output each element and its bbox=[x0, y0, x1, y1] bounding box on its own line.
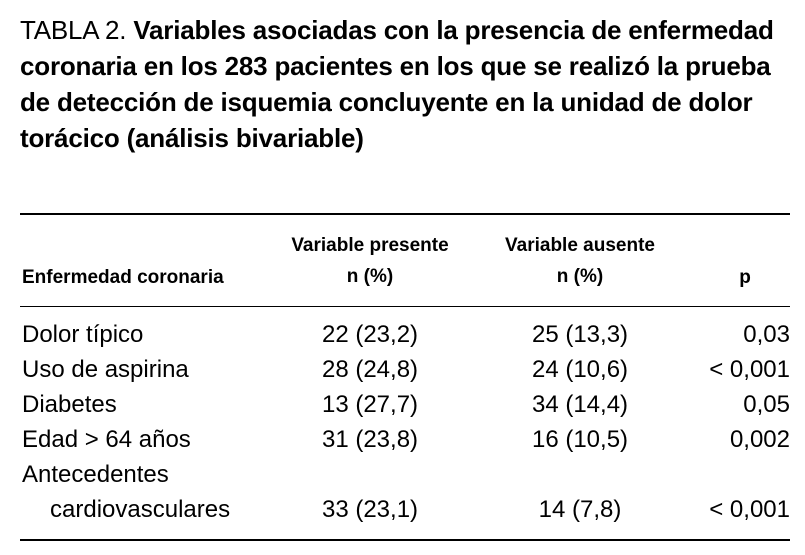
row-label: Diabetes bbox=[22, 391, 117, 418]
header-variable-ausente-line1: Variable ausente bbox=[505, 235, 655, 256]
table-row: Diabetes 13 (27,7) 34 (14,4) 0,05 bbox=[20, 387, 790, 422]
row-p-value: < 0,001 bbox=[709, 356, 790, 383]
row-label: Antecedentes bbox=[22, 461, 169, 488]
header-rule bbox=[20, 306, 790, 307]
header-variable-presente: Variable presente n (%) bbox=[270, 230, 470, 292]
row-p-value: 0,03 bbox=[743, 321, 790, 348]
table-title: TABLA 2. Variables asociadas con la pres… bbox=[20, 12, 790, 156]
header-variable-presente-line2: n (%) bbox=[346, 266, 394, 287]
row-label: cardiovasculares bbox=[50, 496, 231, 523]
row-label: Edad > 64 años bbox=[22, 426, 191, 453]
header-enfermedad-coronaria: Enfermedad coronaria bbox=[22, 267, 224, 288]
row-p-value: 0,002 bbox=[729, 426, 790, 453]
row-present-value: 28 (24,8) bbox=[321, 356, 419, 383]
row-absent-value: 25 (13,3) bbox=[531, 321, 629, 348]
row-absent-value: 24 (10,6) bbox=[531, 356, 629, 383]
row-p-value: 0,05 bbox=[743, 391, 790, 418]
table-row: Uso de aspirina 28 (24,8) 24 (10,6) < 0,… bbox=[20, 352, 790, 387]
table-body: Dolor típico 22 (23,2) 25 (13,3) 0,03 Us… bbox=[20, 317, 790, 527]
table-caption: Variables asociadas con la presencia de … bbox=[20, 15, 774, 153]
row-label: Uso de aspirina bbox=[22, 356, 189, 383]
header-variable-presente-line1: Variable presente bbox=[291, 235, 449, 256]
row-p-value: < 0,001 bbox=[709, 496, 790, 523]
row-present-value: 31 (23,8) bbox=[321, 426, 419, 453]
row-absent-value: 34 (14,4) bbox=[531, 391, 629, 418]
row-present-value: 22 (23,2) bbox=[321, 321, 419, 348]
row-present-value: 13 (27,7) bbox=[321, 391, 419, 418]
header-variable-ausente: Variable ausente n (%) bbox=[480, 230, 680, 292]
row-label: Dolor típico bbox=[22, 321, 144, 348]
top-rule bbox=[20, 213, 790, 215]
header-variable-ausente-line2: n (%) bbox=[556, 266, 604, 287]
table-row: Dolor típico 22 (23,2) 25 (13,3) 0,03 bbox=[20, 317, 790, 352]
table-row: Antecedentes bbox=[20, 457, 790, 492]
row-absent-value: 14 (7,8) bbox=[538, 496, 622, 523]
row-present-value: 33 (23,1) bbox=[321, 496, 419, 523]
table-row: cardiovasculares 33 (23,1) 14 (7,8) < 0,… bbox=[20, 492, 790, 527]
table-row: Edad > 64 años 31 (23,8) 16 (10,5) 0,002 bbox=[20, 422, 790, 457]
bottom-rule bbox=[20, 539, 790, 541]
table-number-label: TABLA 2. bbox=[20, 15, 127, 45]
header-p: p bbox=[739, 267, 751, 288]
row-absent-value: 16 (10,5) bbox=[531, 426, 629, 453]
